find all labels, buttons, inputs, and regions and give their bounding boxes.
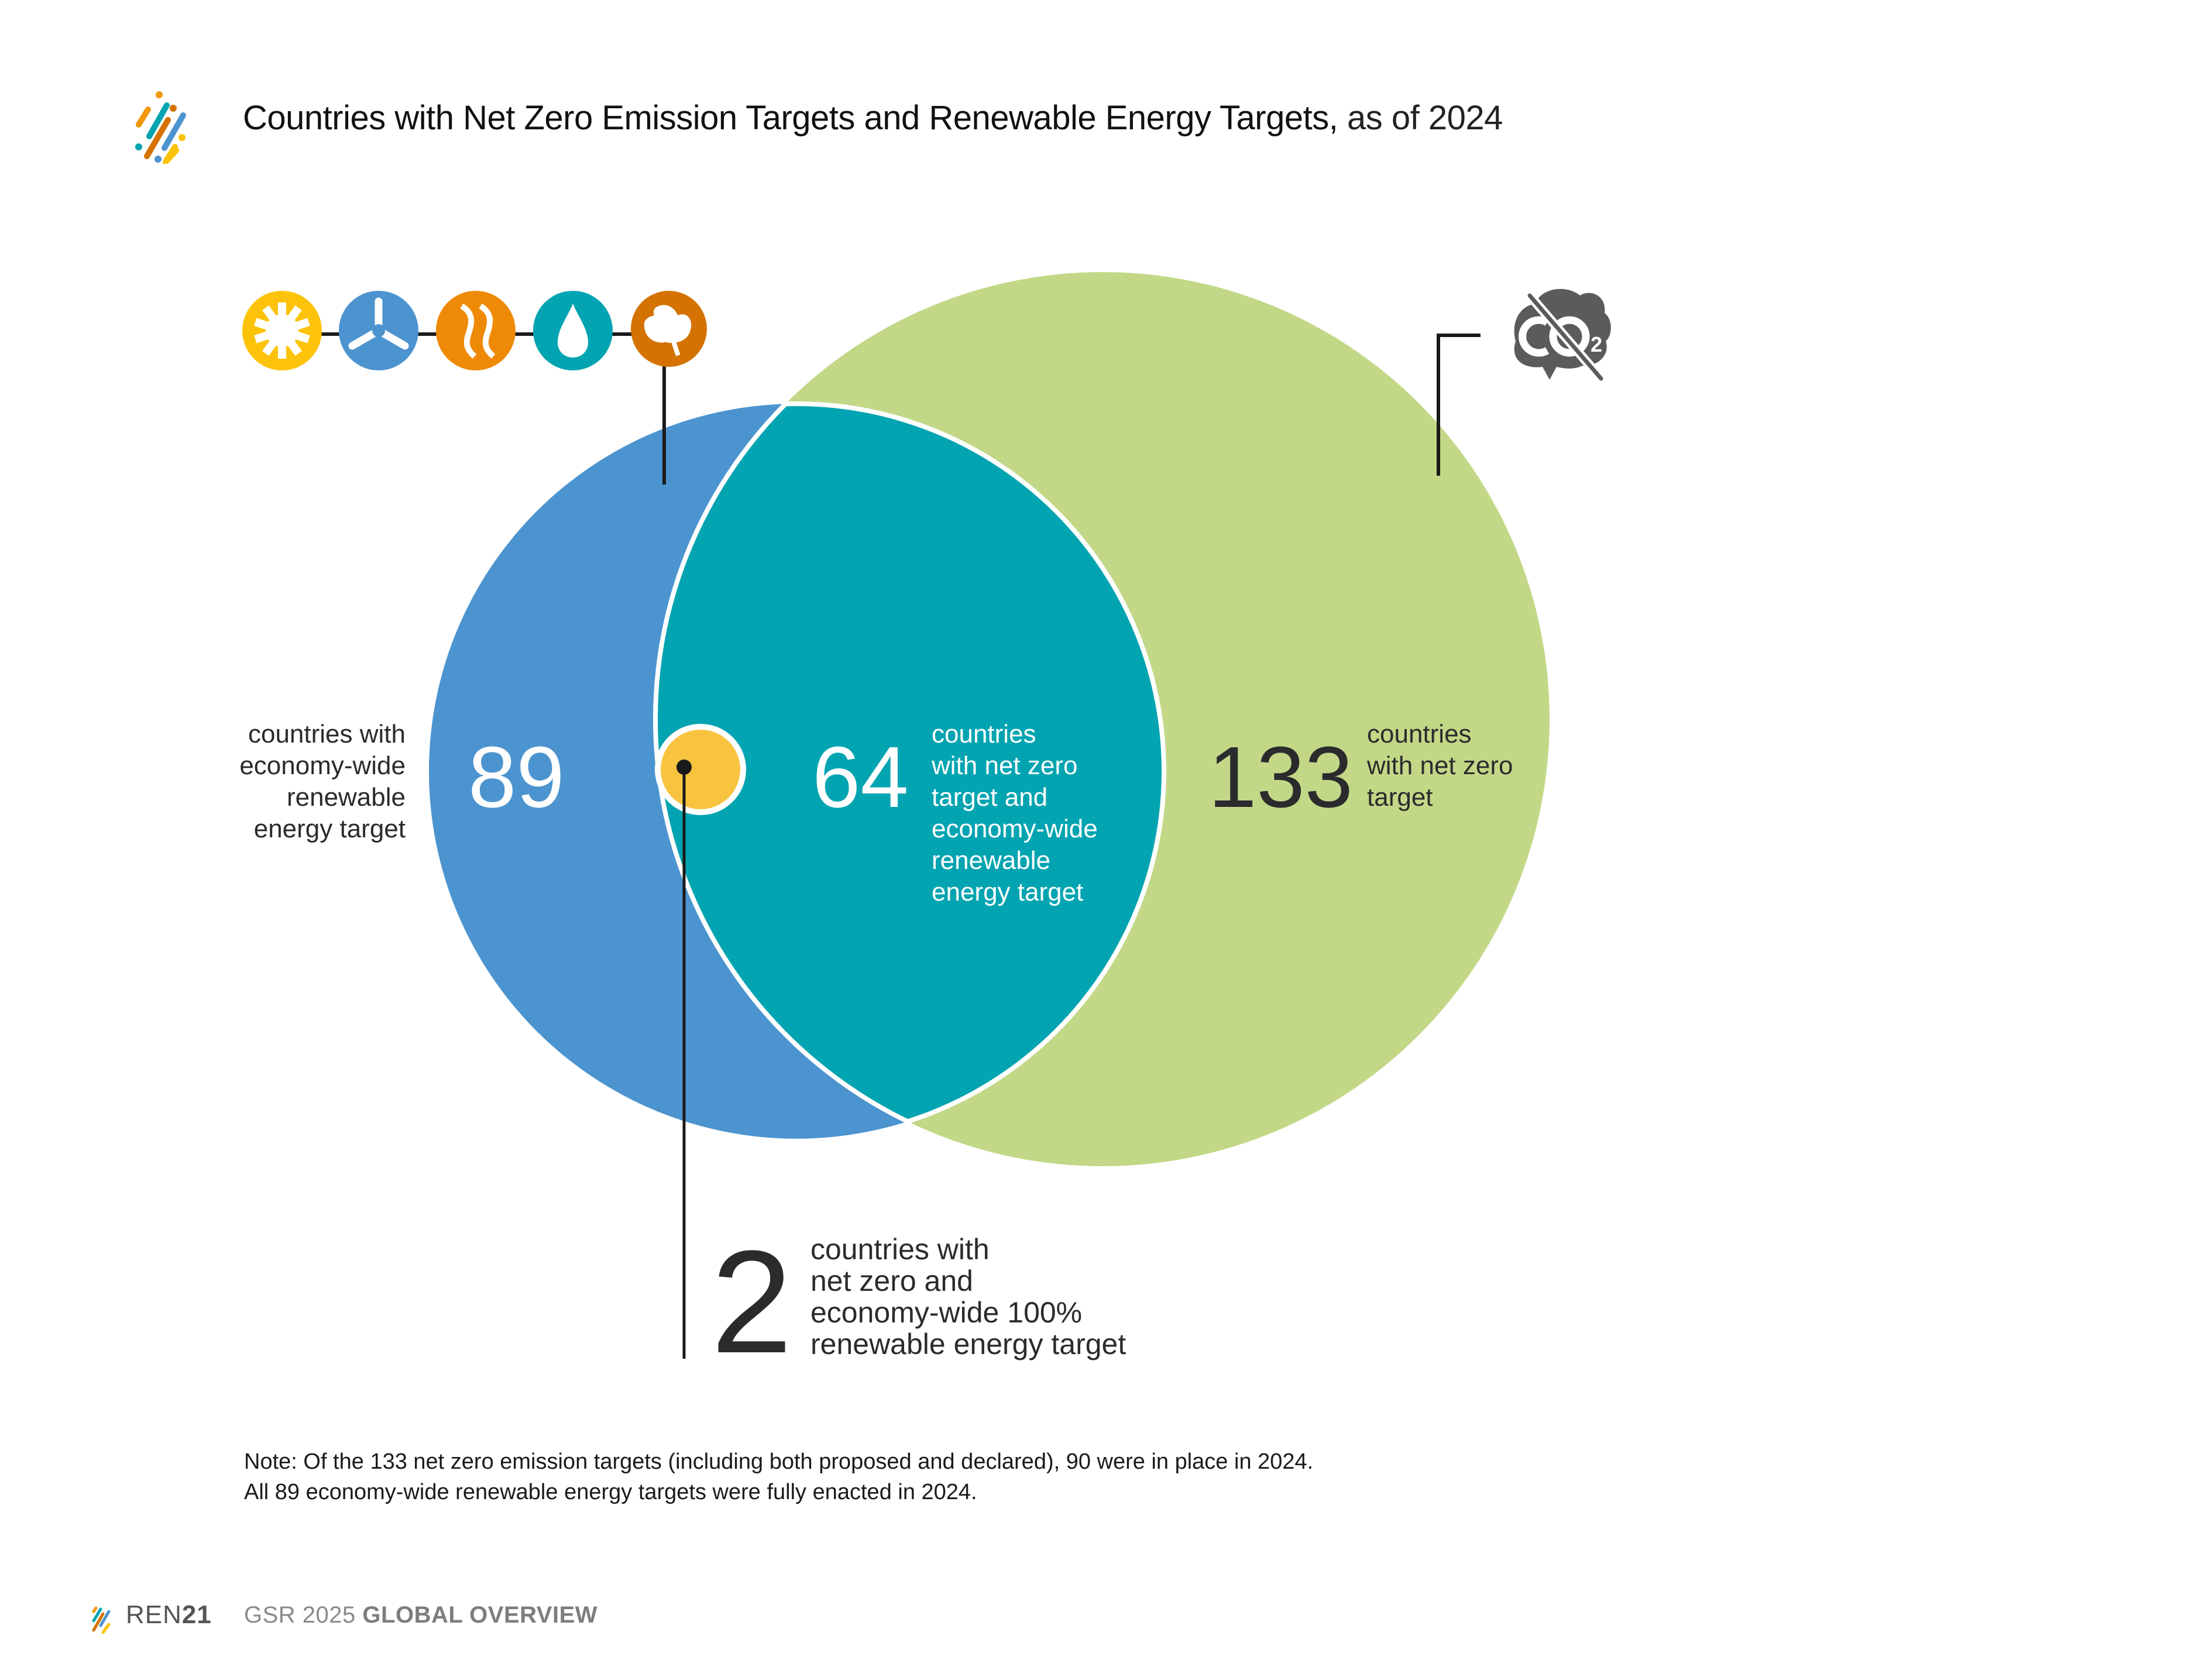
title-main: Countries with Net Zero Emission Targets… xyxy=(243,99,1338,137)
svg-text:2: 2 xyxy=(1591,332,1602,356)
chart-title: Countries with Net Zero Emission Targets… xyxy=(243,98,1503,138)
label-line: target xyxy=(1367,783,1433,812)
note-line-2: All 89 economy-wide renewable energy tar… xyxy=(244,1480,977,1504)
overlap-label: countries with net zero target and econo… xyxy=(932,719,1098,908)
label-line: economy-wide xyxy=(932,815,1098,843)
label-line: target and xyxy=(932,783,1048,812)
footer-brand: REN21 xyxy=(126,1600,212,1630)
ren21-logo-icon xyxy=(135,91,186,164)
chart-note: Note: Of the 133 net zero emission targe… xyxy=(244,1446,1313,1507)
renewable-only-label: countries with economy-wide renewable en… xyxy=(239,719,406,845)
title-suffix: as of 2024 xyxy=(1347,99,1503,137)
overlap-outline xyxy=(653,401,1166,1141)
label-line: renewable xyxy=(932,846,1051,875)
renewable-only-value: 89 xyxy=(468,729,565,826)
brand-suffix: 21 xyxy=(181,1600,212,1629)
footer-logo-icon xyxy=(92,1606,111,1634)
note-line-1: Note: Of the 133 net zero emission targe… xyxy=(244,1449,1314,1474)
net-zero-value: 133 xyxy=(1208,729,1353,826)
geothermal-icon xyxy=(436,291,516,370)
label-line: energy target xyxy=(253,815,406,843)
overlap-value: 64 xyxy=(812,729,909,826)
label-line: net zero and xyxy=(810,1264,973,1297)
footer-report: GSR 2025 GLOBAL OVERVIEW xyxy=(244,1602,597,1628)
label-line: countries xyxy=(932,720,1036,748)
label-line: with net zero xyxy=(1367,751,1513,780)
label-line: countries xyxy=(1367,720,1472,748)
bioenergy-leaf-icon xyxy=(631,291,707,367)
label-line: energy target xyxy=(932,878,1084,906)
hundred-percent-value: 2 xyxy=(711,1220,793,1383)
label-line: countries with xyxy=(810,1233,990,1266)
label-line: with net zero xyxy=(932,751,1078,780)
report-section: GLOBAL OVERVIEW xyxy=(362,1602,598,1628)
brand-prefix: REN xyxy=(126,1600,182,1629)
label-line: countries with xyxy=(248,720,406,748)
co2-leader-line xyxy=(1437,334,1481,476)
hydro-drop-icon xyxy=(533,291,613,370)
report-prefix: GSR 2025 xyxy=(244,1602,356,1628)
label-line: economy-wide xyxy=(239,751,406,780)
no-co2-cloud-icon: 2 xyxy=(1514,288,1611,382)
hundred-percent-dot xyxy=(661,730,740,809)
solar-icon xyxy=(242,291,322,370)
wind-turbine-icon xyxy=(339,291,418,370)
label-line: renewable xyxy=(286,783,406,812)
label-line: renewable energy target xyxy=(810,1328,1126,1360)
net-zero-label: countries with net zero target xyxy=(1367,719,1513,813)
label-line: economy-wide 100% xyxy=(810,1296,1083,1329)
hundred-percent-label: countries with net zero and economy-wide… xyxy=(810,1233,1126,1360)
